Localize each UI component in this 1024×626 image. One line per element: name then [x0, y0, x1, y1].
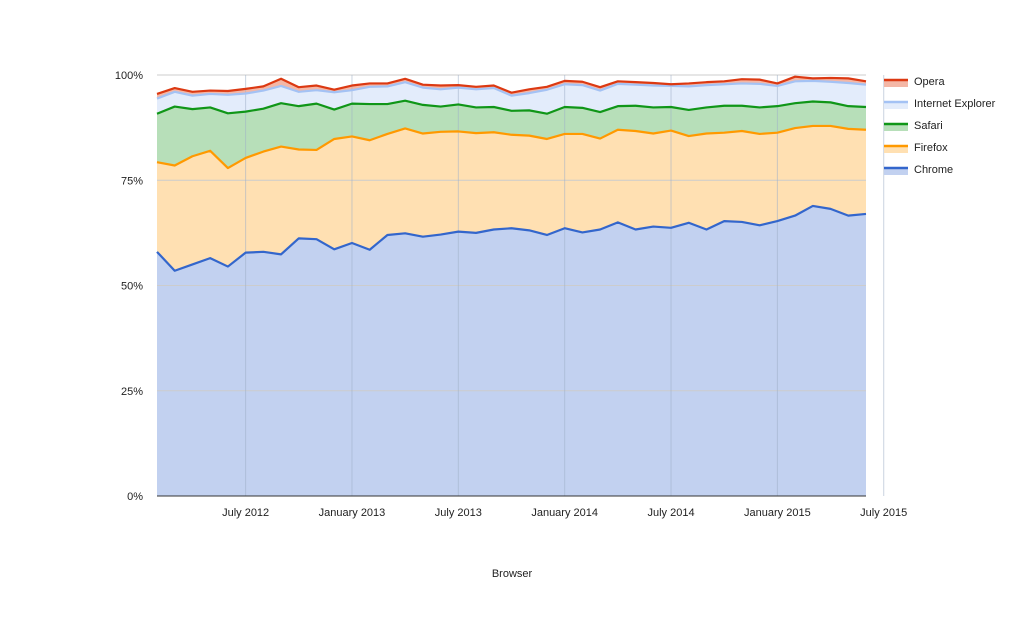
x-tick-label: January 2014: [531, 507, 598, 519]
line-internet-explorer: [156, 79, 867, 100]
line-chrome: [156, 204, 867, 272]
legend-label: Internet Explorer: [914, 98, 996, 110]
grid-layer: [157, 74, 885, 496]
line-layer: [156, 75, 867, 272]
y-tick-label: 50%: [121, 281, 143, 293]
legend-item-firefox: Firefox: [884, 142, 948, 154]
legend: Opera Internet Explorer Safari Firefox Chrom…: [884, 76, 996, 176]
x-tick-label: July 2012: [222, 507, 269, 519]
x-tick-label: July 2014: [647, 507, 694, 519]
legend-label: Chrome: [914, 164, 953, 176]
x-axis-title: Browser: [492, 568, 533, 580]
x-tick-labels: July 2012 January 2013 July 2013 January 20…: [222, 507, 907, 519]
legend-swatch: [884, 168, 908, 175]
legend-label: Firefox: [914, 142, 948, 154]
legend-swatch: [884, 80, 908, 87]
area-layer: [157, 76, 866, 496]
line-firefox: [156, 124, 867, 170]
x-tick-label: January 2013: [319, 507, 386, 519]
legend-label: Safari: [914, 120, 943, 132]
y-tick-label: 75%: [121, 175, 143, 187]
legend-label: Opera: [914, 76, 945, 88]
legend-item-opera: Opera: [884, 76, 945, 88]
legend-swatch: [884, 102, 908, 109]
line-safari: [156, 99, 867, 115]
line-opera: [156, 75, 867, 95]
area-chrome: [157, 205, 866, 496]
area-firefox: [157, 125, 866, 271]
y-tick-label: 25%: [121, 386, 143, 398]
x-tick-label: July 2013: [435, 507, 482, 519]
legend-item-chrome: Chrome: [884, 164, 953, 176]
x-tick-label: July 2015: [860, 507, 907, 519]
legend-item-internet-explorer: Internet Explorer: [884, 98, 996, 110]
legend-item-safari: Safari: [884, 120, 943, 132]
legend-swatch: [884, 124, 908, 131]
y-tick-labels: 0% 25% 50% 75% 100%: [115, 70, 143, 503]
x-tick-label: January 2015: [744, 507, 811, 519]
y-tick-label: 100%: [115, 70, 143, 82]
legend-swatch: [884, 146, 908, 153]
y-tick-label: 0%: [127, 491, 143, 503]
area-internet-explorer: [157, 80, 866, 114]
